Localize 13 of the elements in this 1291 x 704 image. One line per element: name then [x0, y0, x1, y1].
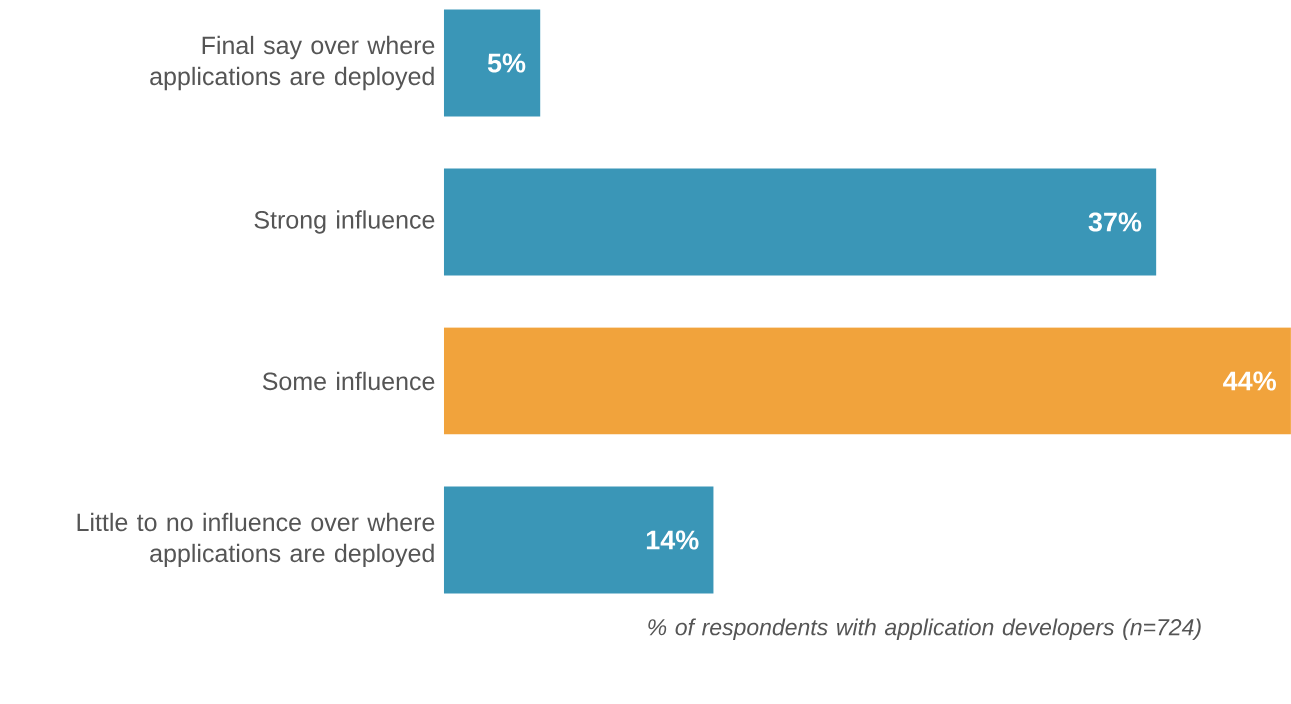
- data-label: 37%: [1088, 212, 1142, 232]
- y-tick-label: Strong influence: [254, 210, 435, 234]
- data-label: 44%: [1223, 371, 1276, 391]
- x-axis-title: % of respondents with application developers (n=724): [648, 618, 1201, 640]
- y-tick-label: Some influence: [262, 371, 435, 391]
- bar: [443, 327, 1291, 435]
- bar: [443, 168, 1157, 276]
- data-label: 14%: [646, 530, 699, 550]
- y-tick-label: Little to no influence over where applications are deployed: [77, 512, 435, 568]
- data-label: 5%: [487, 53, 526, 73]
- bar: [443, 486, 714, 594]
- y-tick-label: Final say over where applications are deployed: [150, 35, 435, 91]
- bar: [443, 9, 541, 117]
